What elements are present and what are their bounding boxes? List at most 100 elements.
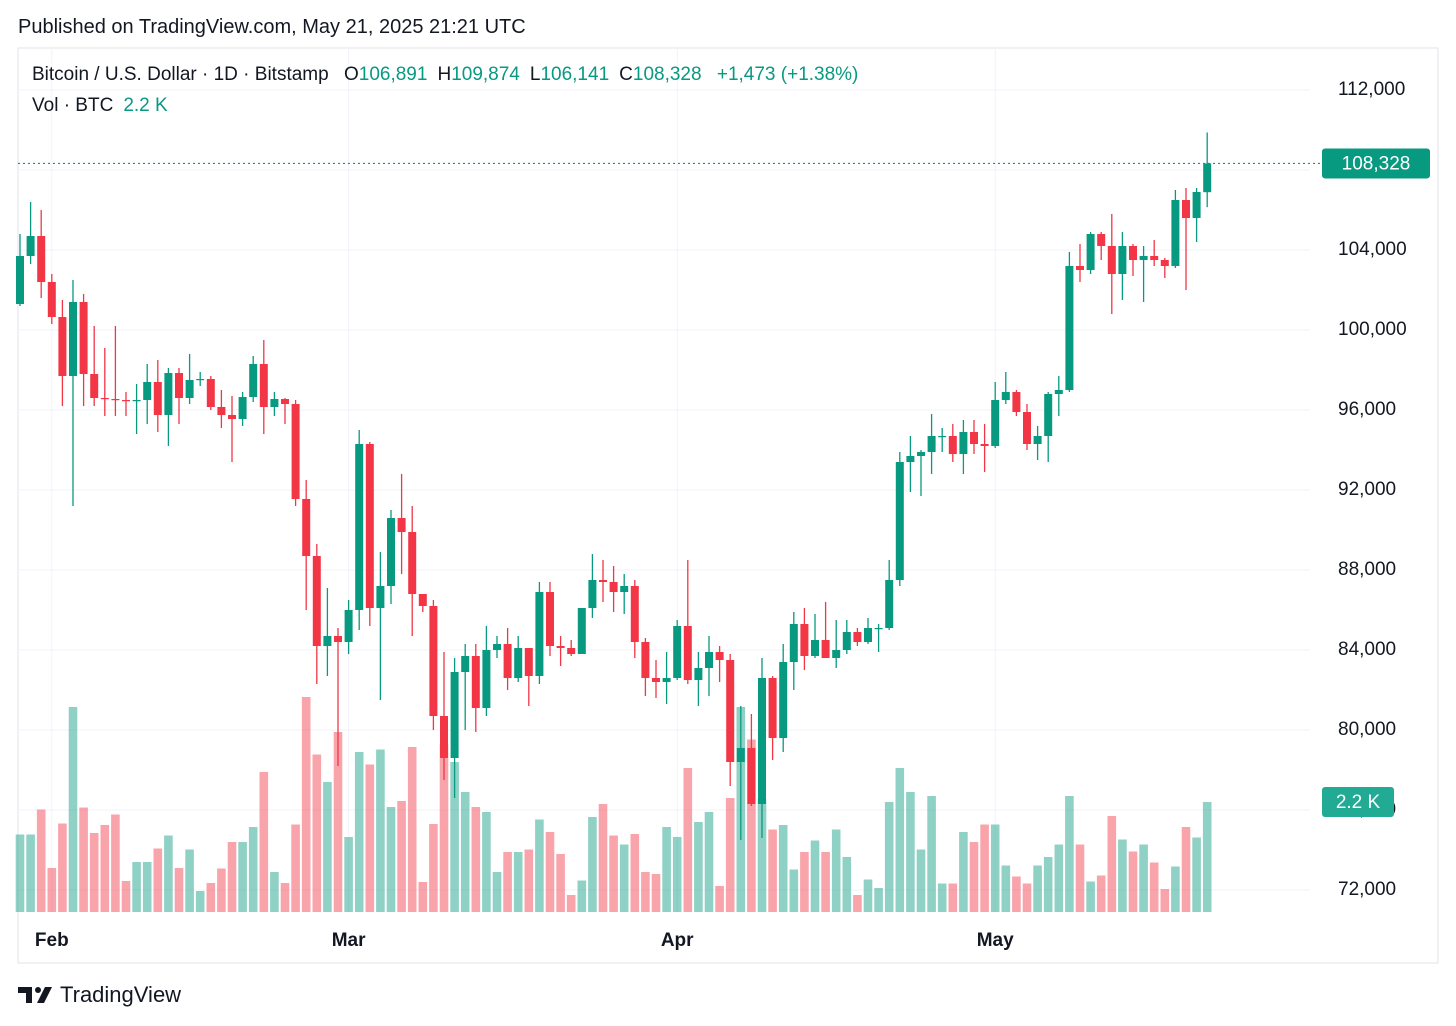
volume-bar [217,868,226,912]
candle-body [387,518,395,586]
candle-body [535,592,544,676]
volume-layer [15,697,1212,912]
volume-bar [89,833,99,912]
volume-bar [270,872,279,912]
x-tick-label: May [977,930,1014,951]
candle-body [440,716,448,758]
y-tick-label: 92,000 [1338,479,1396,500]
candle-body [874,628,883,630]
candle-body [365,444,374,608]
volume-bar [651,874,661,912]
candle-body [217,407,226,415]
volume-bar [407,747,417,912]
volume-title: Vol · BTC [32,95,114,116]
ohlc-values: O106,891 H109,874 L106,141 C108,328 [334,64,702,85]
volume-bar [959,832,968,912]
candle-body [948,436,957,454]
candle-body [493,644,501,650]
candle-body [37,236,46,282]
published-note: Published on TradingView.com, May 21, 20… [18,16,526,38]
volume-bar [79,807,88,912]
volume-bar [1075,844,1085,912]
candle-body [1001,392,1010,400]
volume-bar [768,829,777,912]
volume-bar [1118,839,1127,912]
candle-body [662,678,671,682]
volume-bar [121,881,131,912]
volume-bar [672,837,682,912]
volume-bar [609,835,618,912]
candle-body [450,672,459,758]
y-tick-label: 80,000 [1338,719,1396,740]
volume-bar [1054,844,1064,912]
candle-body [429,606,438,716]
last-price-badge [1322,148,1430,179]
volume-bar [1181,827,1191,912]
candle-body [556,646,565,648]
candle-body [779,662,788,738]
candle-body [917,452,925,456]
candle-body [175,373,183,398]
volume-bar [757,799,767,912]
volume-bar [715,886,724,912]
x-tick-label: Apr [661,930,694,951]
volume-bar [280,883,290,912]
candle-body [789,624,798,662]
ohlc-value: 108,328 [632,64,702,85]
candle-body [1107,246,1116,274]
volume-bar [1139,844,1148,912]
candle-body [281,399,289,404]
volume-bar [492,872,502,912]
volume-bar [535,819,544,912]
candle-body [270,399,279,407]
volume-bar [206,883,216,912]
volume-bar [450,762,459,912]
volume-bar [323,782,332,912]
candle-body [673,626,682,678]
volume-bar [418,882,428,912]
volume-bar [588,817,597,912]
volume-bar [471,807,481,912]
candle-body [853,632,862,642]
candle-body [938,436,947,438]
candle-body [1012,392,1021,412]
candle-body [821,640,830,658]
candle-body [970,432,978,444]
volume-bar [132,862,141,912]
x-tick-label: Feb [35,930,69,951]
candle-body [1076,266,1084,270]
volume-bar [185,849,194,912]
volume-bar [821,852,830,912]
volume-bar [301,697,311,912]
candle-body [715,652,724,660]
volume-bar [333,732,343,912]
candle-body [259,364,268,407]
volume-bar [863,879,873,912]
y-tick-label: 84,000 [1338,639,1396,660]
candle-body [609,582,618,592]
candle-body [334,636,342,642]
ohlc-value: 106,891 [358,64,428,85]
volume-bar [927,796,936,912]
candle-body [69,302,77,376]
volume-bar [100,825,110,912]
candle-body [355,444,364,610]
volume-bar [969,842,979,912]
volume-bar [248,827,258,912]
volume-bar [397,801,406,912]
candle-body [238,397,247,419]
volume-bar [1107,816,1117,912]
logo-icon [18,987,52,1003]
candle-body [864,628,872,642]
candle-body [143,382,152,400]
volume-bar [545,832,555,912]
volume-bar [1160,889,1170,912]
volume-bar [142,862,152,912]
candle-body [249,364,258,397]
ohlc-item: C108,328 [619,64,701,85]
volume-bar [1171,866,1180,912]
candle-body [683,626,692,680]
volume-bar [1086,881,1095,912]
